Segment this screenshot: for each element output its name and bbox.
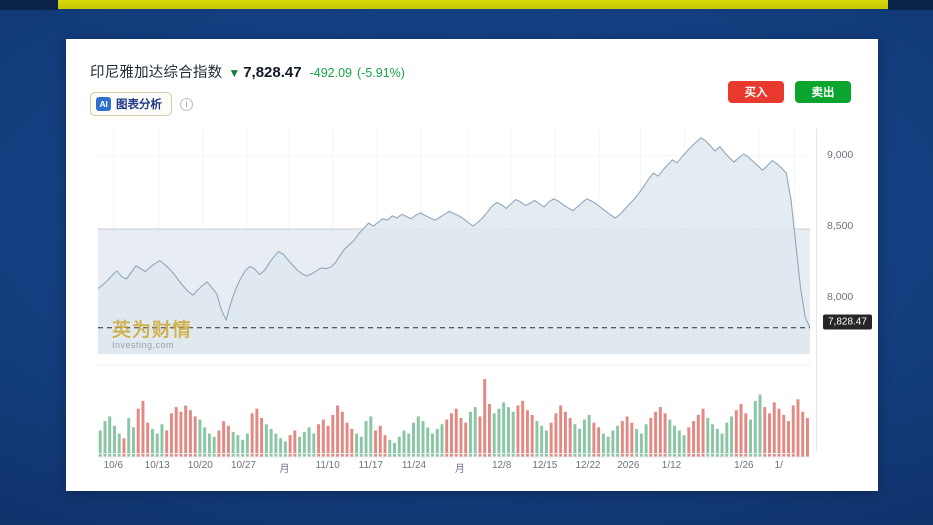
- y-axis-tick: 9,000: [827, 148, 854, 161]
- y-axis-tick: 8,500: [827, 219, 854, 232]
- x-axis-tick: 12/15: [532, 460, 558, 471]
- buy-button[interactable]: 买入: [728, 81, 784, 103]
- x-axis-tick: 10/27: [230, 460, 256, 471]
- trend-arrow-icon: ▼: [228, 66, 241, 80]
- x-axis-tick: 1/26: [734, 460, 754, 471]
- current-price-badge: 7,828.47: [823, 314, 872, 330]
- x-axis: 10/6 10/13 10/20 10/27 月 11/10 11/17 11/24 月 12/8…: [98, 453, 794, 477]
- x-axis-tick: 10/6: [103, 460, 124, 471]
- top-left-strip: [0, 0, 58, 10]
- info-icon[interactable]: i: [180, 97, 193, 111]
- top-right-strip: [888, 0, 933, 10]
- ai-badge-icon: AI: [96, 97, 111, 111]
- quote-header: 印尼雅加达综合指数 ▼ 7,828.47 -492.09 (-5.91%): [90, 61, 864, 83]
- card-content: 印尼雅加达综合指数 ▼ 7,828.47 -492.09 (-5.91%) AI…: [90, 61, 872, 477]
- x-axis-tick: 1/12: [661, 460, 682, 471]
- change-percent: (-5.91%): [357, 66, 405, 80]
- ai-chart-analysis-button[interactable]: AI 图表分析: [90, 92, 172, 116]
- x-axis-tick: 10/13: [144, 460, 170, 471]
- price-plot[interactable]: 英为财情 Investing.com: [98, 129, 810, 458]
- y-axis-tick: 8,000: [827, 291, 854, 304]
- trade-actions: 买入 卖出: [728, 81, 851, 103]
- last-price: 7,828.47: [243, 64, 302, 81]
- page-title: 印尼雅加达综合指数: [90, 65, 223, 81]
- x-axis-tick: 11/17: [358, 460, 383, 471]
- x-axis-tick: 2026: [617, 460, 640, 471]
- x-axis-tick: 月: [279, 464, 290, 475]
- change-value: -492.09: [309, 66, 352, 80]
- x-axis-tick: 12/8: [491, 460, 512, 471]
- y-axis: 9,000 8,500 8,000 7,828.47: [816, 129, 886, 451]
- quote-card: 印尼雅加达综合指数 ▼ 7,828.47 -492.09 (-5.91%) AI…: [66, 39, 878, 491]
- ai-analysis-label: 图表分析: [116, 97, 162, 111]
- top-accent-bar: [58, 0, 888, 9]
- sell-button[interactable]: 卖出: [795, 81, 851, 103]
- x-axis-tick: 1/: [774, 460, 783, 471]
- x-axis-tick: 10/20: [187, 460, 213, 471]
- x-axis-tick: 12/22: [575, 460, 601, 471]
- chart-container: 英为财情 Investing.com 9,000 8,500 8,000 7,828…: [90, 129, 872, 477]
- x-axis-tick: 11/24: [401, 460, 427, 471]
- x-axis-tick: 11/10: [315, 460, 340, 471]
- tools-row: AI 图表分析 i: [90, 92, 864, 116]
- x-axis-tick: 月: [454, 464, 465, 475]
- chart-svg: [98, 129, 810, 458]
